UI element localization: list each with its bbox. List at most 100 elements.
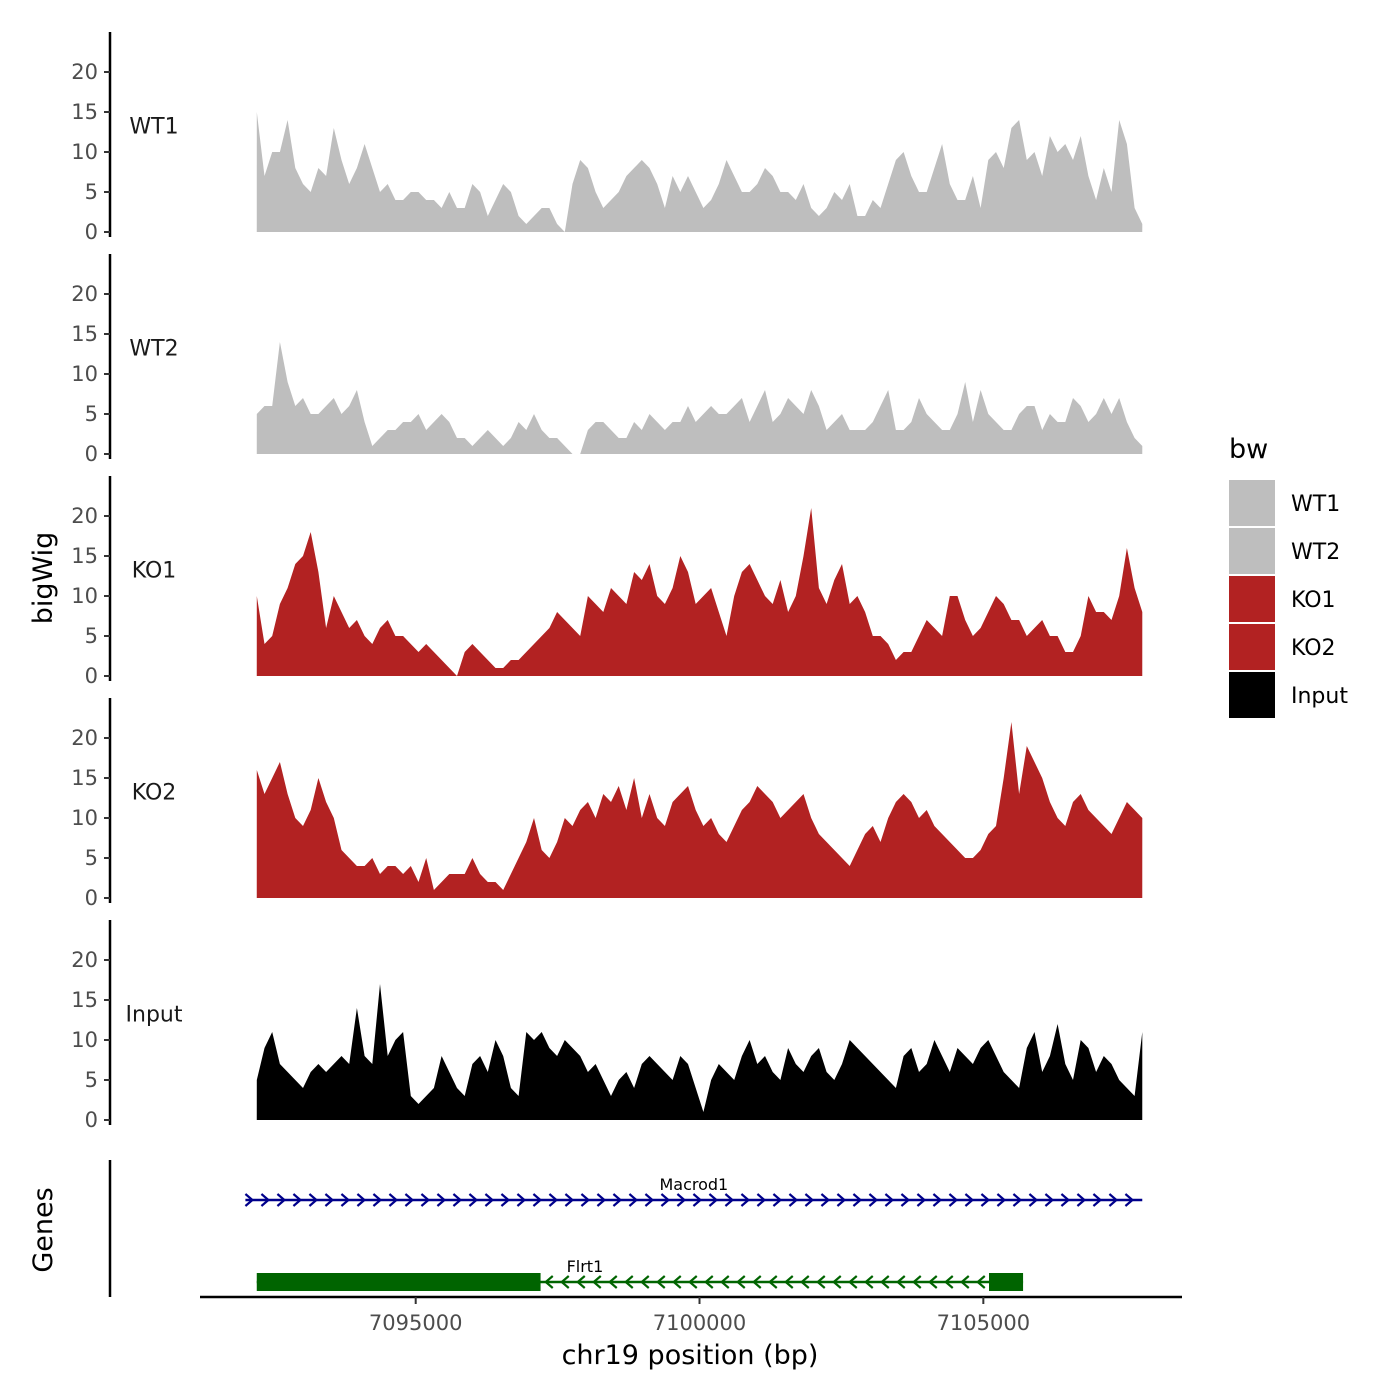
strand-chevron: [900, 1193, 911, 1207]
strand-chevron: [836, 1193, 847, 1207]
x-axis: 7095000 7100000 7105000: [200, 1295, 1182, 1335]
strand-chevron: [576, 1275, 586, 1289]
y-tick-label: 10: [71, 806, 98, 830]
strand-chevron: [484, 1193, 495, 1207]
y-tick-label: 15: [71, 988, 98, 1012]
strand-chevron: [1076, 1193, 1087, 1207]
y-tick-label: 15: [71, 322, 98, 346]
y-tick-label: 10: [71, 1028, 98, 1052]
track-wt2: 0 5 10 15 20 WT2: [71, 254, 1143, 466]
strand-chevron: [608, 1275, 618, 1289]
track-label-ko2: KO2: [132, 781, 177, 806]
strand-chevron: [944, 1275, 954, 1289]
strand-chevron: [628, 1193, 639, 1207]
legend-swatch: [1229, 480, 1275, 526]
strand-chevron: [388, 1193, 399, 1207]
x-tick-label: 7105000: [937, 1311, 1031, 1335]
legend-entry-ko1: KO1: [1229, 576, 1336, 622]
strand-chevron: [500, 1193, 511, 1207]
track-label-wt1: WT1: [129, 115, 178, 140]
legend-label: Input: [1291, 684, 1348, 709]
strand-chevron: [244, 1193, 255, 1207]
y-tick-label: 15: [71, 766, 98, 790]
strand-chevron: [800, 1275, 810, 1289]
track-ko1: 0 5 10 15 20 KO1: [71, 476, 1143, 688]
track-wt1: 0 5 10 15 20 WT1: [71, 32, 1143, 244]
strand-chevron: [676, 1193, 687, 1207]
y-tick-label: 10: [71, 584, 98, 608]
strand-chevron: [868, 1193, 879, 1207]
strand-chevron: [688, 1275, 698, 1289]
legend-swatch: [1229, 576, 1275, 622]
area-input: [256, 984, 1143, 1120]
strand-chevron: [912, 1275, 922, 1289]
y-tick-label: 0: [85, 1108, 98, 1132]
strand-chevron: [948, 1193, 959, 1207]
strand-chevron: [916, 1193, 927, 1207]
signal-tracks: 0 5 10 15 20 WT1 0 5 10 15 20 WT2 0 5 10 15 20 KO1 0 5 10 15 2…: [71, 32, 1143, 1132]
legend-entry-wt1: WT1: [1229, 480, 1340, 526]
y-tick-label: 15: [71, 544, 98, 568]
strand-chevron: [852, 1193, 863, 1207]
strand-chevron: [772, 1193, 783, 1207]
legend-entry-ko2: KO2: [1229, 624, 1336, 670]
strand-chevron: [612, 1193, 623, 1207]
strand-chevron: [1124, 1193, 1135, 1207]
y-tick-label: 15: [71, 100, 98, 124]
strand-chevron: [740, 1193, 751, 1207]
strand-chevron: [788, 1193, 799, 1207]
exon: [256, 1273, 541, 1291]
track-input: 0 5 10 15 20 Input: [71, 920, 1143, 1132]
strand-chevron: [324, 1193, 335, 1207]
y-tick-label: 0: [85, 664, 98, 688]
x-tick-label: 7100000: [653, 1311, 747, 1335]
strand-chevron: [1012, 1193, 1023, 1207]
strand-chevron: [560, 1275, 570, 1289]
gene-flrt1: Flrt1: [256, 1257, 1024, 1291]
track-label-input: Input: [126, 1003, 183, 1028]
strand-chevron: [768, 1275, 778, 1289]
strand-chevron: [564, 1193, 575, 1207]
strand-chevron: [532, 1193, 543, 1207]
strand-chevron: [548, 1193, 559, 1207]
strand-chevron: [932, 1193, 943, 1207]
y-tick-label: 5: [85, 402, 98, 426]
strand-chevron: [644, 1193, 655, 1207]
strand-chevron: [976, 1275, 986, 1289]
y-tick-label: 0: [85, 442, 98, 466]
legend: WT1 WT2 KO1 KO2 Input: [1229, 480, 1348, 718]
strand-chevron: [704, 1275, 714, 1289]
x-axis-title: chr19 position (bp): [562, 1340, 819, 1371]
strand-chevron: [356, 1193, 367, 1207]
strand-chevron: [804, 1193, 815, 1207]
strand-chevron: [468, 1193, 479, 1207]
strand-chevron: [816, 1275, 826, 1289]
legend-label: WT2: [1291, 540, 1340, 565]
strand-chevron: [544, 1275, 554, 1289]
strand-chevron: [756, 1193, 767, 1207]
strand-chevron: [308, 1193, 319, 1207]
strand-chevron: [996, 1193, 1007, 1207]
strand-chevron: [1108, 1193, 1119, 1207]
strand-chevron: [692, 1193, 703, 1207]
strand-chevron: [708, 1193, 719, 1207]
strand-chevron: [820, 1193, 831, 1207]
strand-chevron: [292, 1193, 303, 1207]
strand-chevron: [672, 1275, 682, 1289]
strand-chevron: [720, 1275, 730, 1289]
genes-track-title: Genes: [28, 1187, 59, 1272]
strand-chevron: [624, 1275, 634, 1289]
strand-chevron: [340, 1193, 351, 1207]
y-tick-label: 5: [85, 180, 98, 204]
strand-chevron: [880, 1275, 890, 1289]
strand-chevron: [884, 1193, 895, 1207]
y-tick-label: 20: [71, 282, 98, 306]
legend-title: bw: [1229, 434, 1268, 465]
strand-chevron: [964, 1193, 975, 1207]
strand-chevron: [848, 1275, 858, 1289]
strand-chevron: [960, 1275, 970, 1289]
area-wt2: [256, 342, 1143, 454]
strand-chevron: [864, 1275, 874, 1289]
legend-label: KO1: [1291, 588, 1336, 613]
